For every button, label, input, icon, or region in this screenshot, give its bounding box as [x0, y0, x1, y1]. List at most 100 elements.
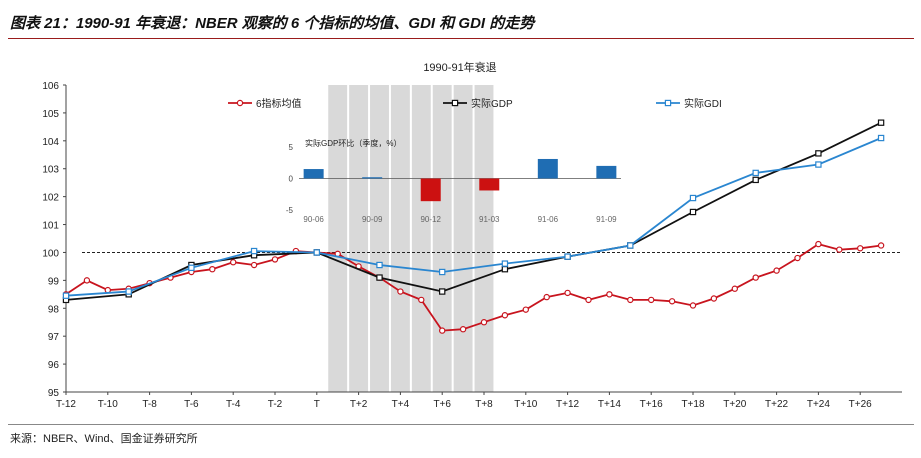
- recession-bar-1: [328, 85, 348, 392]
- inset-x-tick-90-12: 90-12: [420, 215, 441, 224]
- point-gdp-5: [376, 274, 383, 281]
- legend-label-indicator: 6指标均值: [256, 97, 302, 110]
- inset-bar-91-09: [596, 165, 617, 179]
- x-tick-label-15: T+18: [681, 399, 705, 410]
- point-gdi-5: [376, 261, 383, 269]
- x-tick-label-8: T+4: [392, 399, 410, 410]
- series-lines: [62, 119, 885, 334]
- x-tick-label-13: T+14: [598, 399, 622, 410]
- chart-title: 1990-91年衰退: [423, 60, 496, 74]
- x-tick-label-2: T-8: [142, 399, 157, 410]
- y-tick-label-106: 106: [42, 81, 59, 92]
- point-gdi-1: [125, 288, 132, 295]
- y-tick-label-101: 101: [42, 221, 59, 232]
- point-indicator-27: [627, 296, 634, 304]
- y-tick-label-104: 104: [42, 137, 59, 148]
- point-indicator-32: [731, 285, 739, 292]
- inset-bar-91-06: [537, 158, 558, 179]
- point-indicator-33: [752, 274, 759, 281]
- point-gdi-13: [877, 134, 885, 142]
- inset-bar-chart: 实际GDP环比（季度，%） -5 0 5 90-06 90-09 90-12 91-03 91-…: [286, 138, 621, 224]
- y-tick-label-100: 100: [42, 248, 59, 259]
- inset-title: 实际GDP环比（季度，%）: [305, 138, 401, 148]
- y-tick-label-96: 96: [48, 360, 60, 371]
- x-tick-label-5: T-2: [268, 399, 283, 410]
- recession-bar-4: [390, 85, 410, 392]
- point-indicator-16: [397, 288, 404, 295]
- x-tick-label-16: T+20: [723, 399, 747, 410]
- inset-y-tick--5: -5: [286, 206, 294, 215]
- point-indicator-20: [480, 319, 488, 326]
- legend-marker-gdp: [451, 99, 459, 107]
- point-indicator-9: [250, 261, 258, 269]
- point-gdp-7: [501, 266, 509, 273]
- inset-y-tick-0: 0: [289, 175, 294, 184]
- point-indicator-31: [710, 295, 718, 302]
- inset-x-tick-91-03: 91-03: [479, 215, 500, 224]
- point-gdi-4: [313, 249, 321, 256]
- point-indicator-10: [271, 256, 279, 263]
- x-tick-label-7: T+2: [350, 399, 368, 410]
- axes: 95 96 97 98 99 100 101 102 103 104 105 106 T-12 T-10 T…: [42, 81, 902, 410]
- point-gdp-6: [439, 288, 446, 295]
- recession-bar-5: [411, 85, 431, 392]
- inset-x-tick-90-06: 90-06: [303, 215, 324, 224]
- series-line-indicator: [65, 243, 882, 332]
- point-indicator-26: [606, 291, 613, 298]
- point-indicator-28: [648, 296, 655, 304]
- point-gdp-12: [815, 150, 822, 157]
- y-tick-label-98: 98: [48, 304, 60, 315]
- inset-y-tick-5: 5: [289, 143, 294, 152]
- inset-x-tick-91-09: 91-09: [596, 215, 617, 224]
- y-tick-label-99: 99: [48, 276, 60, 287]
- point-gdi-8: [564, 253, 571, 260]
- bottom-rule: [8, 424, 914, 425]
- x-tick-label-3: T-6: [184, 399, 199, 410]
- inset-bar-91-03: [479, 178, 500, 191]
- y-tick-label-95: 95: [48, 388, 60, 399]
- y-tick-label-103: 103: [42, 165, 59, 176]
- x-tick-label-0: T-12: [56, 399, 76, 410]
- point-gdi-12: [815, 161, 822, 168]
- x-tick-label-18: T+24: [807, 399, 831, 410]
- point-indicator-18: [439, 327, 446, 334]
- legend-label-gdi: 实际GDI: [684, 97, 722, 110]
- point-indicator-7: [209, 266, 216, 273]
- point-indicator-34: [773, 267, 780, 274]
- series-line-gdi: [65, 137, 882, 297]
- figure-title: 图表 21：1990-91 年衰退：NBER 观察的 6 个指标的均值、GDI …: [10, 15, 535, 32]
- point-indicator-25: [585, 296, 592, 304]
- x-tick-label-14: T+16: [640, 399, 664, 410]
- point-indicator-29: [668, 298, 676, 305]
- point-indicator-23: [543, 293, 550, 301]
- recession-bar-6: [432, 85, 452, 392]
- x-tick-label-12: T+12: [556, 399, 580, 410]
- point-gdi-0: [62, 292, 70, 299]
- point-indicator-22: [522, 306, 530, 313]
- recession-bar-8: [474, 85, 494, 392]
- legend-label-gdp: 实际GDP: [471, 97, 513, 110]
- recession-bar-3: [370, 85, 389, 392]
- point-indicator-35: [794, 254, 801, 262]
- point-indicator-17: [418, 296, 425, 304]
- point-indicator-21: [501, 312, 509, 319]
- point-indicator-24: [564, 289, 571, 297]
- point-gdi-10: [689, 194, 697, 202]
- point-gdi-6: [439, 268, 446, 276]
- point-gdi-2: [188, 264, 195, 272]
- inset-x-tick-91-06: 91-06: [538, 215, 559, 224]
- y-tick-label-97: 97: [48, 332, 60, 343]
- x-tick-label-9: T+6: [433, 399, 451, 410]
- recession-bar-7: [453, 85, 473, 392]
- point-indicator-8: [229, 259, 237, 266]
- title-rule: [8, 38, 914, 39]
- point-indicator-30: [689, 302, 697, 309]
- inset-bar-90-09: [362, 177, 383, 179]
- x-tick-label-11: T+10: [514, 399, 538, 410]
- point-gdp-11: [752, 176, 759, 184]
- x-tick-label-1: T-10: [98, 399, 118, 410]
- point-indicator-1: [83, 277, 91, 284]
- recession-bar-2: [349, 85, 369, 392]
- point-gdi-9: [627, 242, 634, 249]
- point-indicator-36: [815, 240, 822, 248]
